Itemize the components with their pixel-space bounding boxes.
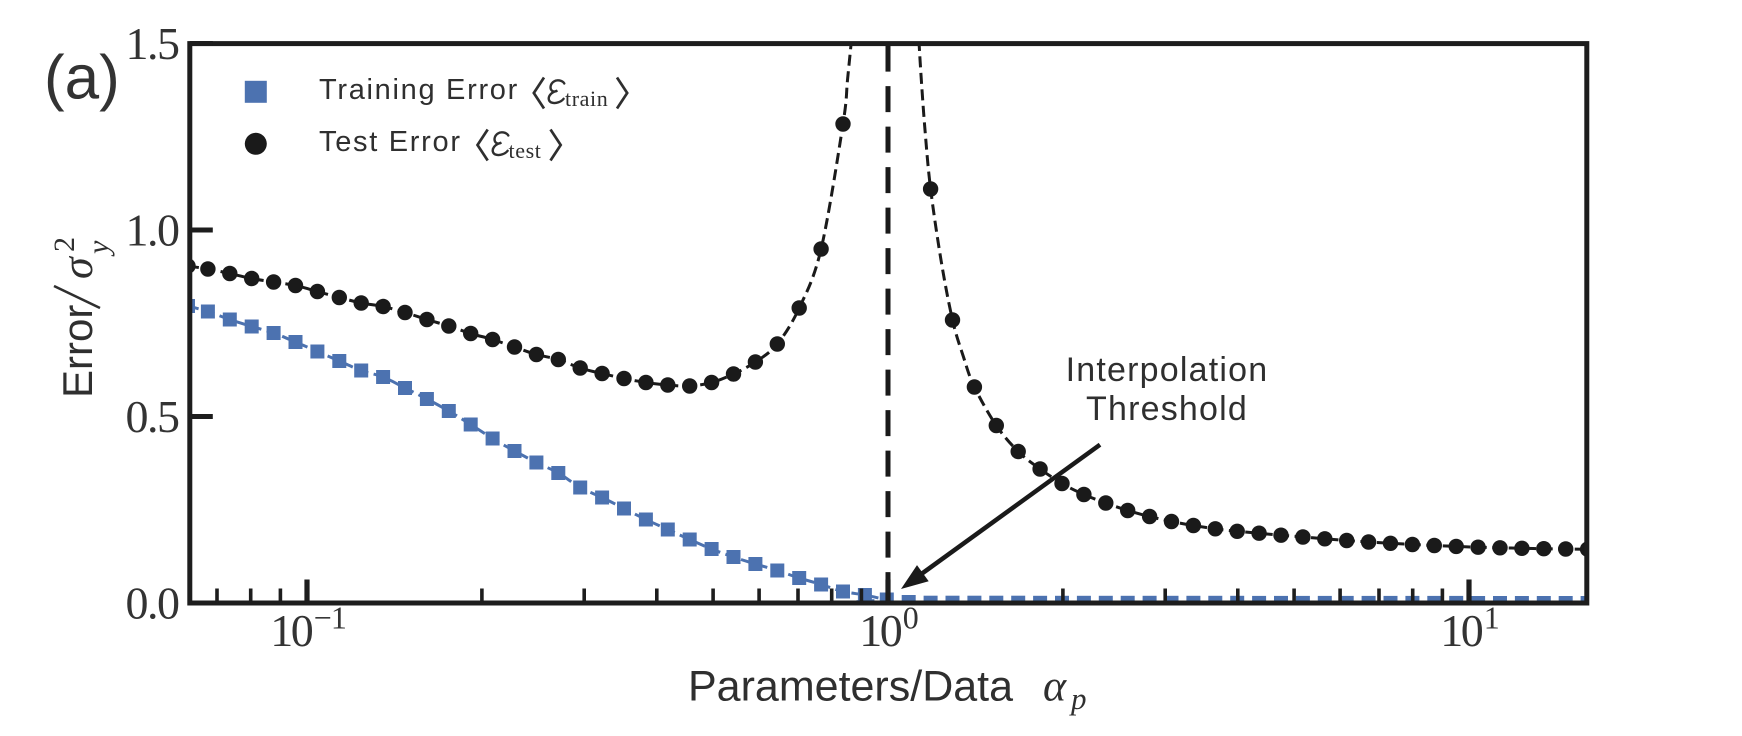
svg-text:y: y bbox=[82, 240, 115, 257]
svg-text:p: p bbox=[1069, 681, 1087, 716]
svg-text:10: 10 bbox=[270, 605, 313, 656]
svg-text:Training Error: Training Error bbox=[319, 74, 519, 106]
svg-text:10: 10 bbox=[859, 605, 902, 656]
svg-text:1: 1 bbox=[1484, 600, 1499, 636]
svg-text:0.0: 0.0 bbox=[126, 578, 180, 629]
svg-text:1.0: 1.0 bbox=[126, 205, 180, 256]
svg-text:Test Error: Test Error bbox=[319, 126, 462, 158]
svg-text:0: 0 bbox=[903, 600, 918, 636]
svg-text:1.5: 1.5 bbox=[126, 18, 180, 69]
svg-text:test: test bbox=[509, 138, 542, 163]
svg-text:−1: −1 bbox=[314, 600, 346, 636]
svg-text:Threshold: Threshold bbox=[1086, 390, 1248, 428]
svg-text:Error: Error bbox=[54, 305, 101, 398]
svg-text:σ: σ bbox=[53, 255, 102, 279]
svg-text:Interpolation: Interpolation bbox=[1066, 351, 1269, 389]
svg-text:10: 10 bbox=[1440, 605, 1483, 656]
svg-text:0.5: 0.5 bbox=[126, 391, 180, 442]
svg-text:(a): (a) bbox=[44, 44, 120, 113]
svg-text:Parameters/Data: Parameters/Data bbox=[688, 663, 1013, 711]
svg-text:train: train bbox=[565, 86, 608, 111]
svg-text:2: 2 bbox=[48, 237, 81, 252]
svg-text:α: α bbox=[1043, 662, 1067, 711]
